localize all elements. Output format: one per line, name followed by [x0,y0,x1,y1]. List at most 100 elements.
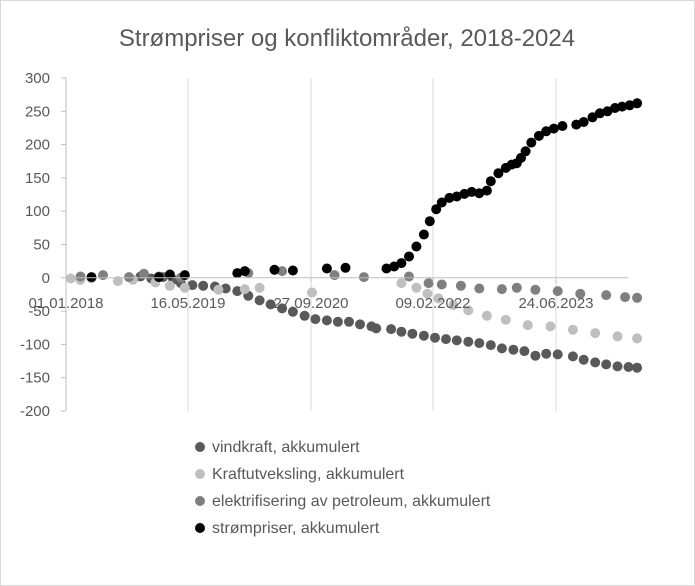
data-point [381,263,392,274]
data-point [321,263,332,274]
data-point [541,126,552,137]
data-point [508,344,519,355]
data-point [396,278,407,289]
data-point [522,320,533,331]
data-point [254,282,265,293]
y-tick-label: -100 [20,336,50,353]
data-point [496,343,507,354]
data-point [213,284,224,295]
data-point [340,262,351,273]
data-point [138,268,149,279]
legend-marker [195,442,205,452]
data-point [530,350,541,361]
data-point [187,280,198,291]
data-point [567,324,578,335]
data-point [232,286,243,297]
y-tick-label: -200 [20,403,50,420]
data-point [541,348,552,359]
data-point [396,258,407,269]
data-point [431,204,442,215]
x-tick-label: 16.05.2019 [150,295,225,312]
data-point [481,310,492,321]
data-point [164,280,175,291]
legend-label: elektrifisering av petroleum, akkumulert [212,493,491,510]
data-point [424,216,435,227]
data-point [277,303,288,314]
y-tick-label: 300 [25,70,50,87]
data-point [455,280,466,291]
data-point [265,299,276,310]
data-point [594,108,605,119]
data-point [557,121,568,131]
series-vindkraft-akkumulert [135,271,643,373]
data-point [404,271,414,282]
data-point [601,359,612,370]
data-point [466,186,477,197]
data-point [198,280,209,291]
data-point [567,351,578,362]
data-point [474,188,485,199]
y-tick-label: 200 [25,137,50,154]
data-point [386,324,397,335]
data-point [632,292,643,303]
data-point [601,290,612,301]
data-point [444,192,455,203]
data-point [533,130,544,141]
y-tick-label: 250 [25,103,50,120]
data-point [575,288,586,299]
data-point [474,338,485,349]
data-point [418,330,429,341]
x-axis: 01.01.2018 16.05.2019 27.09.2020 09.02.2022… [28,277,628,312]
x-tick-label: 24.06.2023 [518,295,593,312]
data-point [451,191,462,202]
data-point [463,336,474,347]
gridlines [65,78,557,411]
data-point [358,272,369,283]
data-point [496,284,507,295]
data-point [511,282,522,293]
legend-item: strømpriser, akkumulert [195,520,380,537]
data-point [344,316,354,327]
data-points [65,98,643,373]
data-point [418,229,429,240]
data-point [520,146,531,157]
data-point [407,328,418,339]
data-point [232,268,243,279]
data-point [602,106,613,117]
y-tick-label: 150 [25,170,50,187]
data-point [287,306,298,317]
data-point [307,287,317,298]
x-tick-label: 01.01.2018 [28,295,103,312]
data-point [448,300,459,311]
legend-marker [195,496,205,506]
y-tick-label: -150 [20,370,50,387]
x-tick-label: 09.02.2022 [395,295,470,312]
data-point [612,331,623,342]
data-point [411,241,422,252]
data-point [124,272,134,283]
legend-marker [195,523,205,533]
data-point [164,269,175,280]
data-point [98,270,108,281]
data-point [519,346,530,357]
data-point [623,362,634,372]
data-point [617,101,628,112]
data-point [590,328,601,339]
data-point [112,276,123,287]
legend-item: elektrifisering av petroleum, akkumulert [195,493,491,510]
data-point [422,288,433,299]
data-point [355,319,365,330]
data-point [329,270,340,281]
data-point [552,286,563,297]
legend: vindkraft, akkumulert Kraftutveksling, ak… [195,439,491,537]
data-point [552,349,563,360]
data-point [423,278,434,289]
y-tick-label: -50 [28,303,50,320]
data-point [632,333,643,344]
data-point [396,326,407,337]
data-point [436,279,447,290]
data-point [451,335,462,346]
data-point [299,310,310,321]
data-point [371,323,382,334]
